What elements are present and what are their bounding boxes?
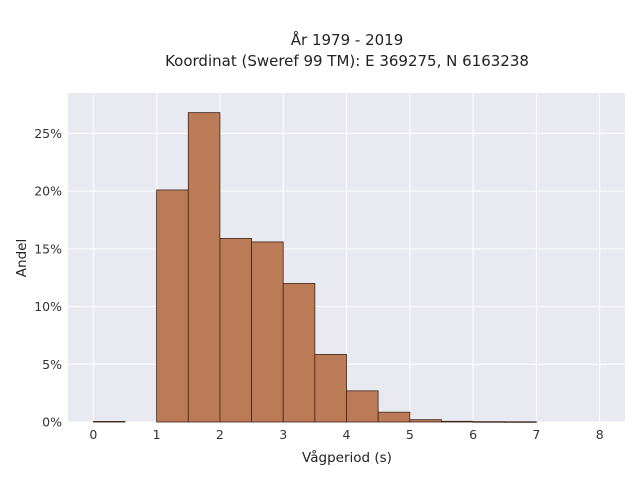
x-tick-label: 7 [532, 427, 540, 442]
histogram-bar [282, 283, 316, 423]
y-tick-label: 15% [34, 241, 62, 256]
chart-title-line-1: År 1979 - 2019 [291, 30, 404, 49]
x-axis-label: Vågperiod (s) [302, 449, 392, 466]
y-tick-label: 10% [34, 299, 62, 314]
x-tick-label: 6 [469, 427, 477, 442]
x-axis-ticks: 0 1 2 3 4 5 6 7 8 [89, 427, 603, 442]
histogram-bar [472, 421, 506, 423]
histogram-bar [346, 390, 379, 423]
histogram-bar [219, 238, 252, 423]
y-tick-label: 5% [42, 357, 62, 372]
y-tick-label: 0% [42, 415, 62, 430]
x-tick-label: 0 [89, 427, 97, 442]
bars [92, 112, 537, 423]
x-tick-label: 5 [406, 427, 414, 442]
histogram-bar [409, 419, 442, 423]
histogram-bar [187, 112, 221, 423]
histogram-bar [251, 241, 284, 423]
x-tick-label: 8 [596, 427, 604, 442]
histogram-bar [441, 420, 474, 423]
histogram-bar [504, 421, 537, 423]
y-tick-label: 20% [34, 184, 62, 199]
x-tick-label: 4 [343, 427, 351, 442]
x-tick-label: 1 [153, 427, 161, 442]
histogram-bar [314, 354, 347, 423]
x-tick-label: 3 [279, 427, 287, 442]
x-tick-label: 2 [216, 427, 224, 442]
y-axis-ticks: 0% 5% 10% 15% 20% 25% [34, 126, 62, 430]
histogram-bar [92, 421, 126, 423]
y-axis-label: Andel [14, 239, 30, 277]
chart-title-line-2: Koordinat (Sweref 99 TM): E 369275, N 61… [165, 52, 529, 70]
histogram-bar [156, 189, 189, 423]
y-tick-label: 25% [34, 126, 62, 141]
histogram-bar [377, 411, 411, 423]
